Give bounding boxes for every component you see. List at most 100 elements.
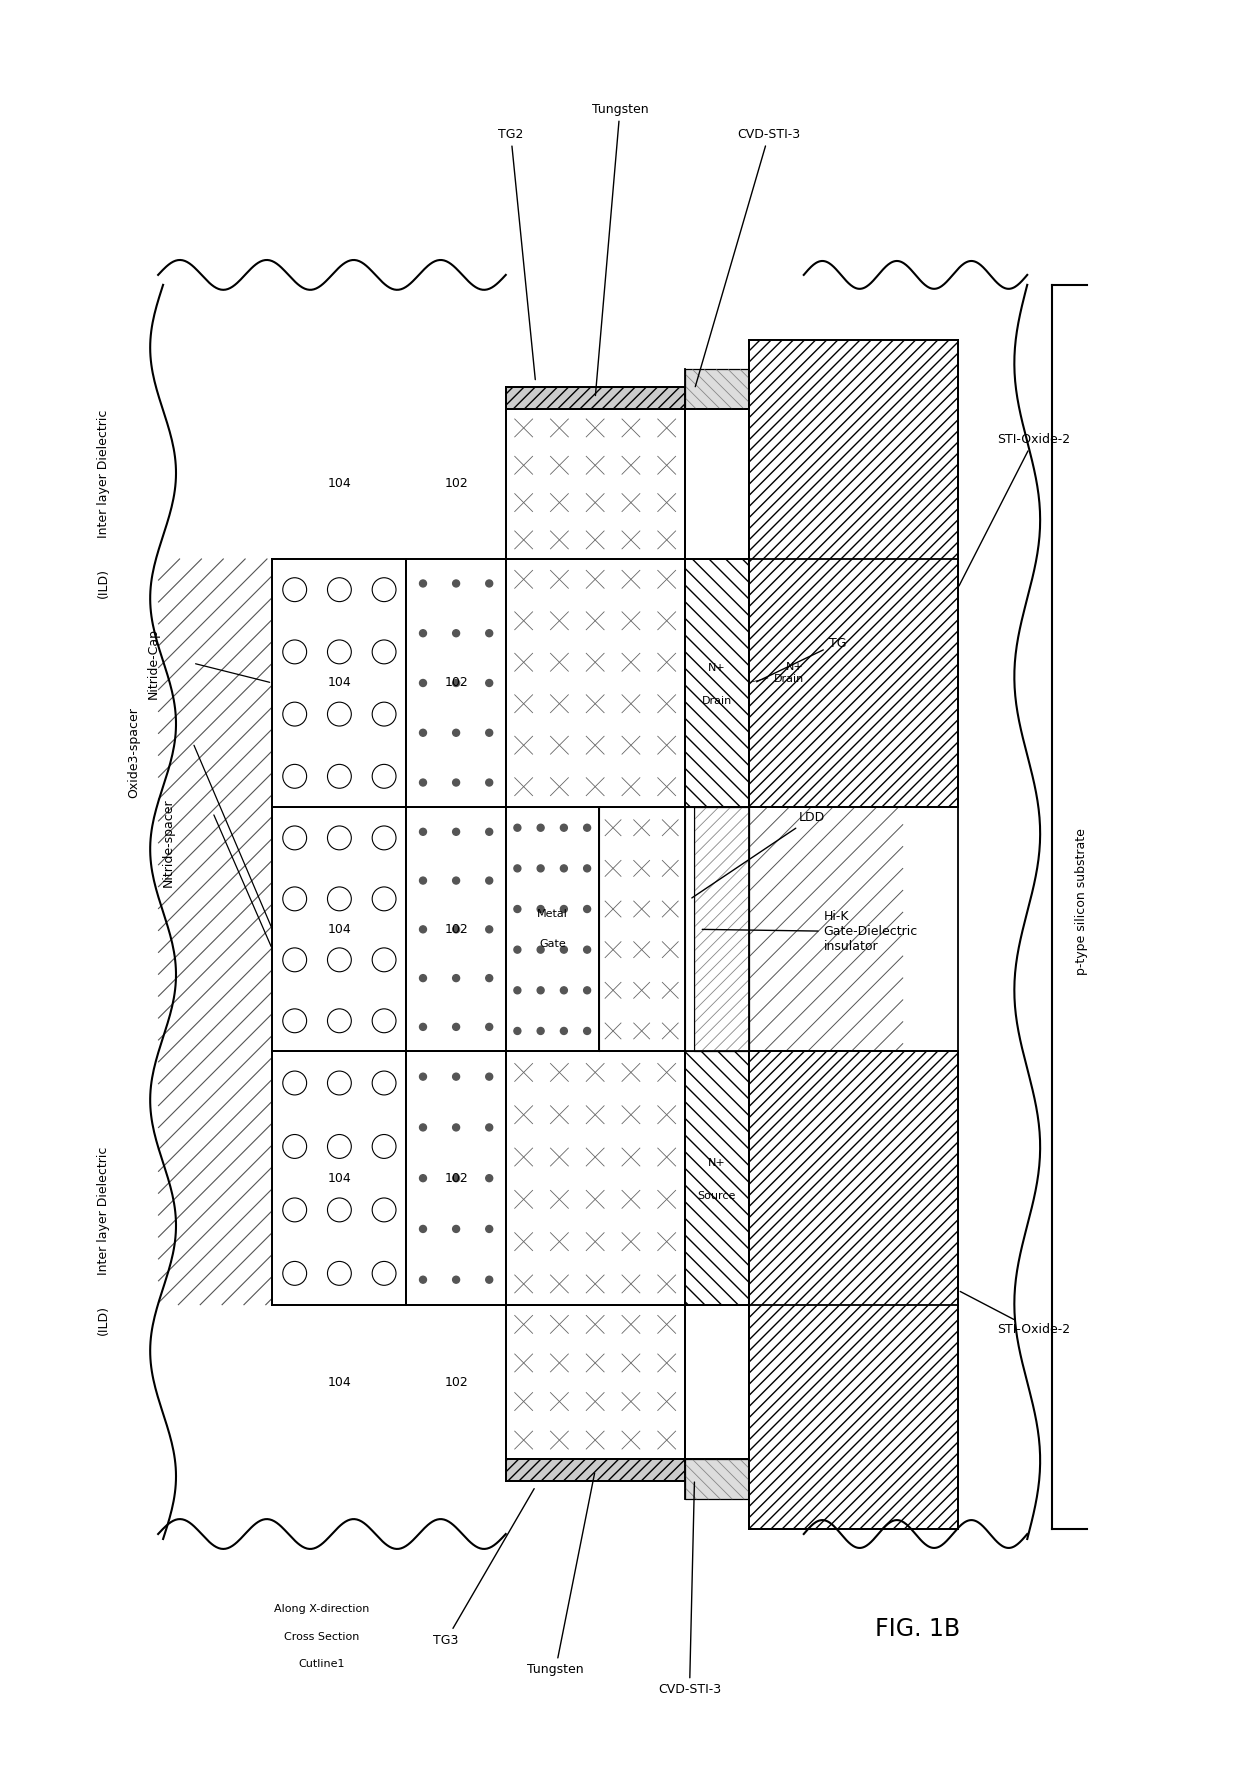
Circle shape — [537, 905, 544, 912]
Text: (ILD): (ILD) — [97, 1305, 110, 1335]
Circle shape — [486, 679, 492, 686]
Circle shape — [453, 828, 460, 835]
Text: STI-Oxide-2: STI-Oxide-2 — [960, 1292, 1070, 1337]
Bar — [599, 808, 684, 1052]
Text: Metal: Metal — [537, 909, 568, 919]
Bar — [684, 808, 694, 1052]
Text: Nitride-Cap: Nitride-Cap — [146, 627, 160, 699]
Circle shape — [513, 987, 521, 995]
Circle shape — [419, 926, 427, 934]
Text: 104: 104 — [327, 923, 351, 935]
Text: p-type silicon substrate: p-type silicon substrate — [1075, 828, 1089, 975]
Circle shape — [419, 1124, 427, 1131]
Text: Gate: Gate — [539, 939, 565, 950]
Circle shape — [486, 926, 492, 934]
Circle shape — [584, 866, 590, 873]
Text: 104: 104 — [327, 1172, 351, 1185]
Circle shape — [419, 1176, 427, 1181]
Text: N+: N+ — [708, 663, 725, 674]
Circle shape — [453, 1073, 460, 1081]
Circle shape — [453, 679, 460, 686]
Circle shape — [560, 946, 568, 953]
Bar — [694, 808, 749, 1052]
Circle shape — [486, 1276, 492, 1283]
Text: 104: 104 — [327, 1376, 351, 1389]
Bar — [684, 409, 749, 559]
Text: TG: TG — [756, 636, 846, 681]
Circle shape — [486, 581, 492, 588]
Circle shape — [453, 1023, 460, 1030]
Circle shape — [486, 1124, 492, 1131]
Circle shape — [486, 1176, 492, 1181]
Text: CVD-STI-3: CVD-STI-3 — [658, 1482, 722, 1697]
Circle shape — [513, 905, 521, 912]
Circle shape — [537, 946, 544, 953]
Bar — [407, 559, 506, 808]
Bar — [684, 369, 749, 409]
Circle shape — [419, 1226, 427, 1233]
Bar — [684, 559, 749, 808]
Circle shape — [486, 1073, 492, 1081]
Bar — [273, 1052, 407, 1305]
Circle shape — [453, 876, 460, 883]
Bar — [506, 1052, 684, 1305]
Circle shape — [513, 946, 521, 953]
Circle shape — [486, 828, 492, 835]
Circle shape — [419, 828, 427, 835]
Circle shape — [560, 1027, 568, 1034]
Text: TG2: TG2 — [498, 127, 536, 380]
Text: 102: 102 — [444, 477, 467, 491]
Circle shape — [513, 824, 521, 831]
Circle shape — [419, 975, 427, 982]
Circle shape — [453, 1124, 460, 1131]
Circle shape — [419, 780, 427, 787]
Circle shape — [453, 729, 460, 737]
Circle shape — [537, 987, 544, 995]
Circle shape — [486, 729, 492, 737]
Bar — [273, 559, 407, 808]
Circle shape — [419, 581, 427, 588]
Text: Inter layer Dielectric: Inter layer Dielectric — [97, 1147, 110, 1274]
Text: 102: 102 — [444, 677, 467, 690]
Circle shape — [537, 824, 544, 831]
Bar — [154, 344, 997, 1539]
Circle shape — [513, 1027, 521, 1034]
Text: Source: Source — [698, 1192, 737, 1201]
Circle shape — [419, 1276, 427, 1283]
Text: Inter layer Dielectric: Inter layer Dielectric — [97, 410, 110, 538]
Text: STI-Oxide-2: STI-Oxide-2 — [959, 432, 1070, 586]
Circle shape — [453, 629, 460, 636]
Circle shape — [486, 975, 492, 982]
Circle shape — [486, 780, 492, 787]
Bar — [407, 808, 506, 1052]
Text: Cross Section: Cross Section — [284, 1631, 360, 1641]
Circle shape — [419, 1073, 427, 1081]
Text: Along X-direction: Along X-direction — [274, 1604, 370, 1613]
Bar — [407, 1052, 506, 1305]
Circle shape — [513, 866, 521, 873]
Circle shape — [419, 679, 427, 686]
Circle shape — [560, 987, 568, 995]
Bar — [506, 409, 684, 559]
Circle shape — [486, 1023, 492, 1030]
Text: Drain: Drain — [702, 695, 732, 706]
Text: 102: 102 — [444, 923, 467, 935]
Circle shape — [453, 1226, 460, 1233]
Circle shape — [453, 926, 460, 934]
Circle shape — [584, 905, 590, 912]
Circle shape — [419, 629, 427, 636]
Bar — [506, 387, 684, 409]
Circle shape — [419, 729, 427, 737]
Text: CVD-STI-3: CVD-STI-3 — [696, 127, 801, 387]
Circle shape — [419, 876, 427, 883]
Circle shape — [560, 866, 568, 873]
Text: 104: 104 — [327, 677, 351, 690]
Circle shape — [453, 975, 460, 982]
Circle shape — [537, 866, 544, 873]
Circle shape — [584, 824, 590, 831]
Circle shape — [486, 876, 492, 883]
Circle shape — [453, 780, 460, 787]
Bar — [749, 340, 957, 808]
Text: 102: 102 — [444, 1376, 467, 1389]
Bar — [506, 559, 684, 808]
